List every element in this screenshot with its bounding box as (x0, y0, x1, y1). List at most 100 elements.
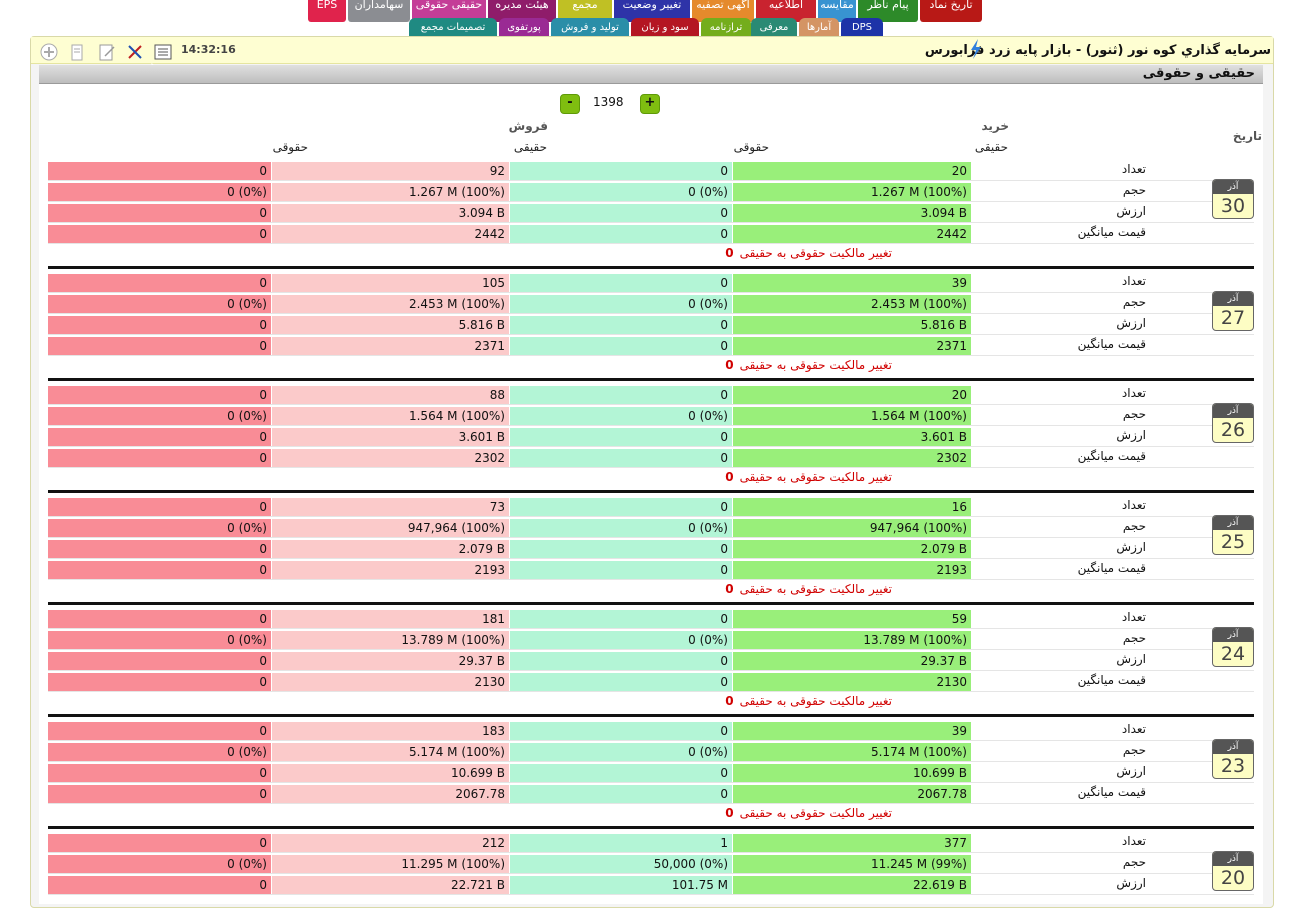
row-divider (48, 691, 1254, 692)
date-month: آذر (1213, 292, 1253, 306)
date-badge: آذر 23 (1212, 739, 1254, 779)
add-icon[interactable] (39, 42, 59, 62)
sell-individual-cell: 3.601 B (272, 428, 509, 446)
row-divider (48, 292, 1254, 293)
buy-individual-cell: 10.699 B (733, 764, 971, 782)
sell-institutional-cell: 0 (48, 162, 271, 180)
buy-individual-cell: 20 (733, 162, 971, 180)
main-panel: سرمایه گذاري كوه نور (ثنور) - بازار پایه… (30, 36, 1274, 908)
sell-institutional-cell: 0 (48, 204, 271, 222)
date-badge: آذر 24 (1212, 627, 1254, 667)
section-title: حقیقی و حقوقی (1142, 66, 1255, 81)
ownership-change-label: تغییر مالکیت حقوقی به حقیقی (739, 806, 892, 820)
sub-tab-3[interactable]: سود و زیان (631, 18, 699, 36)
sell-individual-cell: 5.174 M (100%) (272, 743, 509, 761)
buy-institutional-cell: 0 (510, 764, 732, 782)
top-tab-bar: EPS سهامداران حقیقی حقوقی هیئت مدیره مجمع تغی… (308, 0, 984, 22)
top-tab-10[interactable]: تاریخ نماد (920, 0, 982, 22)
top-tab-7[interactable]: اطلاعیه (756, 0, 816, 22)
buy-institutional-cell: 0 (0%) (510, 407, 732, 425)
buy-institutional-cell: 1 (510, 834, 732, 852)
row-label: حجم (1122, 855, 1146, 869)
sell-institutional-cell: 0 (48, 498, 271, 516)
sell-institutional-cell: 0 (0%) (48, 855, 271, 873)
row-divider (48, 537, 1254, 538)
top-tab-9[interactable]: پیام ناظر (858, 0, 918, 22)
top-tab-5[interactable]: تغییر وضعیت (614, 0, 690, 22)
sub-tab-2[interactable]: تولید و فروش (551, 18, 629, 36)
ownership-change-value: 0 (725, 470, 734, 484)
year-decrement-button[interactable]: - (560, 94, 580, 114)
sell-institutional-cell: 0 (48, 561, 271, 579)
row-divider (48, 334, 1254, 335)
sell-individual-cell: 3.094 B (272, 204, 509, 222)
sub-tab-4[interactable]: ترازنامه (701, 18, 751, 36)
date-month: آذر (1213, 404, 1253, 418)
content-area: - 1398 + تاریخ خرید فروش حقیقی حقوقی حقی… (39, 84, 1263, 904)
row-label: قیمت میانگین (1077, 673, 1146, 687)
row-label: تعداد (1121, 722, 1146, 736)
sell-institutional-cell: 0 (48, 337, 271, 355)
top-tab-8[interactable]: مقایسه (818, 0, 856, 22)
buy-individual-cell: 947,964 (100%) (733, 519, 971, 537)
top-tab-0[interactable]: EPS (308, 0, 346, 22)
row-divider (48, 670, 1254, 671)
top-tab-6[interactable]: آگهی تصفیه (692, 0, 754, 22)
sell-individual-cell: 2067.78 (272, 785, 509, 803)
date-month: آذر (1213, 628, 1253, 642)
buy-institutional-cell: 0 (0%) (510, 183, 732, 201)
buy-individual-cell: 1.267 M (100%) (733, 183, 971, 201)
document-icon[interactable] (67, 42, 87, 62)
sub-tab-0[interactable]: تصمیمات مجمع (409, 18, 497, 36)
row-divider (48, 852, 1254, 853)
sub-tab-7[interactable]: DPS (841, 18, 883, 36)
top-tab-2[interactable]: حقیقی حقوقی (412, 0, 486, 22)
buy-individual-cell: 20 (733, 386, 971, 404)
top-tab-4[interactable]: مجمع (558, 0, 612, 22)
sell-institutional-cell: 0 (48, 610, 271, 628)
year-increment-button[interactable]: + (640, 94, 660, 114)
row-label: حجم (1122, 407, 1146, 421)
row-label: حجم (1122, 743, 1146, 757)
date-column-header: تاریخ (1232, 129, 1262, 143)
sub-tab-1[interactable]: پورتفوی (499, 18, 549, 36)
block-separator (48, 490, 1254, 493)
row-divider (48, 649, 1254, 650)
date-month: آذر (1213, 180, 1253, 194)
sell-institutional-cell: 0 (48, 785, 271, 803)
lightning-icon[interactable] (969, 39, 983, 59)
sell-individual-cell: 22.721 B (272, 876, 509, 894)
buy-institutional-cell: 0 (0%) (510, 631, 732, 649)
buy-individual-cell: 2442 (733, 225, 971, 243)
sell-institutional-cell: 0 (48, 876, 271, 894)
buy-individual-cell: 59 (733, 610, 971, 628)
buy-institutional-cell: 0 (510, 204, 732, 222)
ownership-change-row: تغییر مالکیت حقوقی به حقیقی 0 (725, 806, 892, 820)
top-tab-1[interactable]: سهامداران (348, 0, 410, 22)
sub-tab-5[interactable]: معرفی (751, 18, 797, 36)
sell-institutional-header: حقوقی (272, 140, 308, 154)
buy-institutional-cell: 0 (510, 386, 732, 404)
buy-individual-cell: 5.174 M (100%) (733, 743, 971, 761)
row-divider (48, 425, 1254, 426)
buy-individual-cell: 29.37 B (733, 652, 971, 670)
sell-institutional-cell: 0 (0%) (48, 295, 271, 313)
sell-institutional-cell: 0 (48, 316, 271, 334)
sell-institutional-cell: 0 (48, 652, 271, 670)
tools-icon[interactable] (125, 42, 145, 62)
edit-note-icon[interactable] (97, 42, 117, 62)
ownership-change-row: تغییر مالکیت حقوقی به حقیقی 0 (725, 470, 892, 484)
row-label: ارزش (1116, 652, 1146, 666)
ownership-change-value: 0 (725, 694, 734, 708)
buy-individual-cell: 2193 (733, 561, 971, 579)
row-divider (48, 803, 1254, 804)
date-day: 30 (1220, 195, 1246, 217)
top-tab-3[interactable]: هیئت مدیره (488, 0, 556, 22)
date-badge: آذر 27 (1212, 291, 1254, 331)
block-separator (48, 266, 1254, 269)
buy-institutional-header: حقوقی (733, 140, 769, 154)
sub-tab-6[interactable]: آمارها (799, 18, 839, 36)
buy-institutional-cell: 0 (510, 673, 732, 691)
ownership-change-row: تغییر مالکیت حقوقی به حقیقی 0 (725, 582, 892, 596)
list-view-icon[interactable] (153, 42, 173, 62)
